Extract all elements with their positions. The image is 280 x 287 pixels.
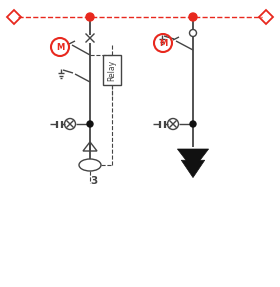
Circle shape [190, 121, 196, 127]
Circle shape [86, 13, 94, 21]
Polygon shape [178, 149, 209, 169]
Text: M: M [56, 42, 64, 51]
Polygon shape [181, 160, 205, 178]
Text: Relay: Relay [108, 59, 116, 81]
Circle shape [189, 13, 197, 21]
Text: 3: 3 [90, 176, 98, 186]
Bar [103, 55, 121, 85]
Text: M: M [159, 38, 167, 48]
Circle shape [87, 121, 93, 127]
